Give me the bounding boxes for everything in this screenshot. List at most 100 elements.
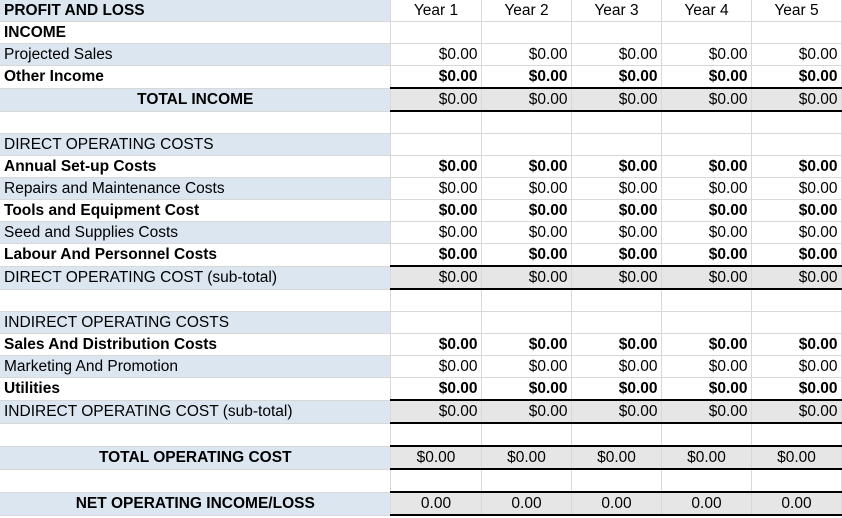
row-label[interactable] [0, 289, 391, 312]
year-4-value[interactable] [661, 21, 752, 44]
year-5-value[interactable]: $0.00 [751, 399, 842, 424]
year-3-value[interactable]: $0.00 [571, 65, 662, 89]
year-4-value[interactable]: $0.00 [661, 221, 752, 244]
year-2-value[interactable]: $0.00 [481, 243, 572, 267]
row-label[interactable]: Projected Sales [0, 43, 391, 66]
year-4-value[interactable]: $0.00 [661, 265, 752, 290]
year-3-value[interactable]: $0.00 [571, 221, 662, 244]
year-2-value[interactable]: $0.00 [481, 199, 572, 222]
row-label[interactable]: Annual Set-up Costs [0, 155, 391, 178]
year-1-value[interactable]: $0.00 [390, 265, 482, 290]
row-label[interactable] [0, 468, 391, 493]
year-5-value[interactable]: $0.00 [751, 243, 842, 267]
year-4-value[interactable] [661, 423, 752, 447]
year-4-value[interactable]: $0.00 [661, 177, 752, 200]
year-3-value[interactable]: 0.00 [571, 491, 662, 516]
year-2-value[interactable]: $0.00 [481, 377, 572, 401]
year-2-value[interactable]: $0.00 [481, 221, 572, 244]
year-3-value[interactable]: $0.00 [571, 265, 662, 290]
year-4-value[interactable] [661, 311, 752, 334]
year-4-value[interactable] [661, 111, 752, 134]
year-5-value[interactable]: $0.00 [751, 445, 842, 470]
year-5-value[interactable]: $0.00 [751, 177, 842, 200]
year-5-value[interactable]: $0.00 [751, 377, 842, 401]
year-4-value[interactable]: 0.00 [661, 491, 752, 516]
year-3-value[interactable] [571, 111, 662, 134]
year-1-value[interactable] [390, 111, 482, 134]
year-2-value[interactable] [481, 311, 572, 334]
year-3-header[interactable]: Year 3 [571, 0, 662, 22]
year-3-value[interactable]: $0.00 [571, 333, 662, 356]
row-label[interactable] [0, 422, 391, 447]
year-5-value[interactable]: $0.00 [751, 155, 842, 178]
year-5-value[interactable] [751, 289, 842, 312]
row-label[interactable]: Sales And Distribution Costs [0, 333, 391, 356]
row-label[interactable]: Marketing And Promotion [0, 355, 391, 378]
year-5-value[interactable] [751, 423, 842, 447]
year-1-value[interactable] [390, 469, 482, 493]
year-3-value[interactable]: $0.00 [571, 155, 662, 178]
year-1-value[interactable]: $0.00 [390, 65, 482, 89]
year-5-value[interactable] [751, 311, 842, 334]
year-4-value[interactable]: $0.00 [661, 65, 752, 89]
year-3-value[interactable]: $0.00 [571, 445, 662, 470]
row-label[interactable]: DIRECT OPERATING COSTS [0, 133, 391, 156]
year-1-value[interactable]: $0.00 [390, 155, 482, 178]
row-label[interactable]: INCOME [0, 21, 391, 44]
year-2-value[interactable] [481, 133, 572, 156]
year-2-value[interactable]: $0.00 [481, 399, 572, 424]
year-2-value[interactable]: $0.00 [481, 65, 572, 89]
year-2-value[interactable]: $0.00 [481, 43, 572, 66]
year-2-value[interactable] [481, 289, 572, 312]
year-4-value[interactable] [661, 469, 752, 493]
sheet-title[interactable]: PROFIT AND LOSS [0, 0, 391, 22]
year-5-value[interactable]: $0.00 [751, 199, 842, 222]
year-1-value[interactable] [390, 311, 482, 334]
year-5-value[interactable]: $0.00 [751, 87, 842, 112]
year-5-value[interactable] [751, 133, 842, 156]
year-4-value[interactable]: $0.00 [661, 155, 752, 178]
year-4-value[interactable]: $0.00 [661, 445, 752, 470]
year-5-value[interactable]: $0.00 [751, 221, 842, 244]
year-5-value[interactable] [751, 111, 842, 134]
year-4-value[interactable]: $0.00 [661, 199, 752, 222]
year-3-value[interactable]: $0.00 [571, 87, 662, 112]
year-1-value[interactable]: $0.00 [390, 445, 482, 470]
year-1-value[interactable]: $0.00 [390, 221, 482, 244]
year-1-value[interactable]: $0.00 [390, 177, 482, 200]
year-5-value[interactable]: $0.00 [751, 265, 842, 290]
year-3-value[interactable] [571, 469, 662, 493]
year-4-value[interactable]: $0.00 [661, 43, 752, 66]
year-2-header[interactable]: Year 2 [481, 0, 572, 22]
year-4-value[interactable]: $0.00 [661, 377, 752, 401]
year-1-value[interactable]: $0.00 [390, 377, 482, 401]
year-3-value[interactable]: $0.00 [571, 177, 662, 200]
year-5-value[interactable] [751, 21, 842, 44]
year-5-header[interactable]: Year 5 [751, 0, 842, 22]
row-label[interactable] [0, 111, 391, 134]
year-5-value[interactable] [751, 469, 842, 493]
year-1-value[interactable]: $0.00 [390, 43, 482, 66]
year-4-value[interactable]: $0.00 [661, 243, 752, 267]
year-4-header[interactable]: Year 4 [661, 0, 752, 22]
year-4-value[interactable]: $0.00 [661, 355, 752, 378]
row-label[interactable]: Utilities [0, 377, 391, 401]
row-label[interactable]: NET OPERATING INCOME/LOSS [0, 491, 391, 516]
year-1-value[interactable] [390, 289, 482, 312]
year-3-value[interactable]: $0.00 [571, 43, 662, 66]
year-2-value[interactable]: $0.00 [481, 445, 572, 470]
year-1-value[interactable]: $0.00 [390, 399, 482, 424]
year-1-value[interactable] [390, 21, 482, 44]
year-2-value[interactable] [481, 111, 572, 134]
year-1-value[interactable]: $0.00 [390, 355, 482, 378]
year-4-value[interactable] [661, 133, 752, 156]
row-label[interactable]: DIRECT OPERATING COST (sub-total) [0, 266, 391, 290]
year-2-value[interactable]: $0.00 [481, 87, 572, 112]
row-label[interactable]: Labour And Personnel Costs [0, 243, 391, 267]
year-1-value[interactable]: 0.00 [390, 491, 482, 516]
year-1-value[interactable]: $0.00 [390, 333, 482, 356]
year-3-value[interactable] [571, 21, 662, 44]
row-label[interactable]: INDIRECT OPERATING COST (sub-total) [0, 400, 391, 424]
year-3-value[interactable]: $0.00 [571, 399, 662, 424]
year-3-value[interactable]: $0.00 [571, 199, 662, 222]
